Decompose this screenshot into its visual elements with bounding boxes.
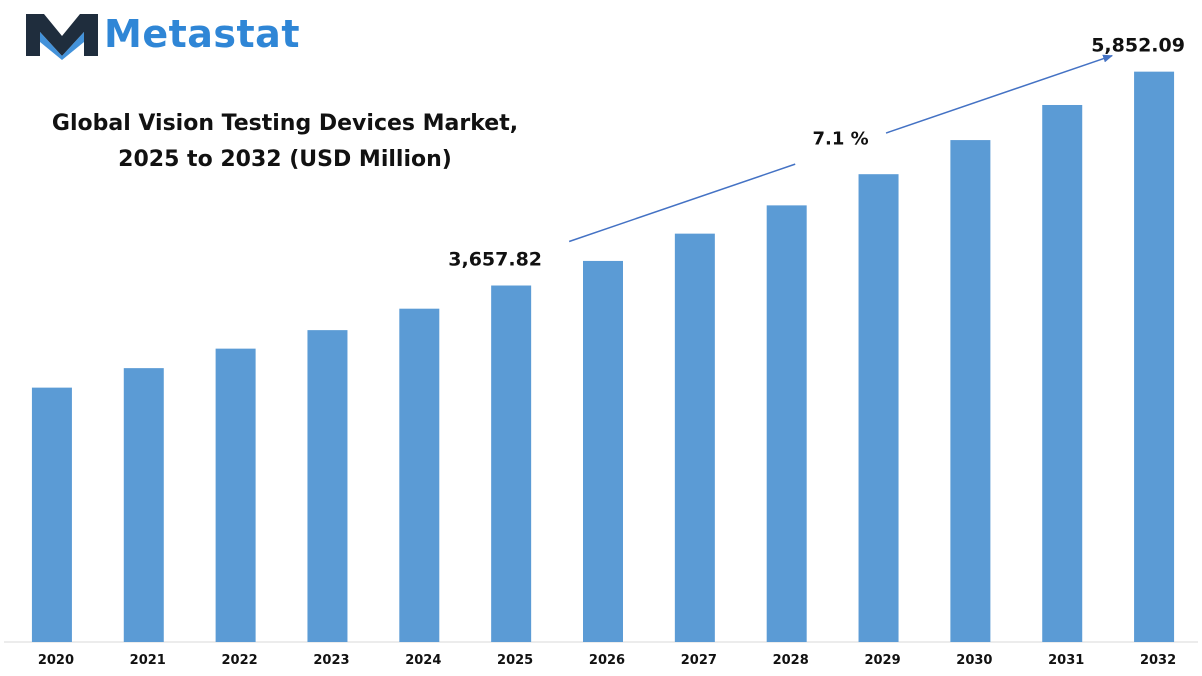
bar-2022 xyxy=(215,348,256,642)
x-tick-label-2027: 2027 xyxy=(681,653,717,668)
cagr-label: 7.1 % xyxy=(813,129,869,150)
x-tick-label-2023: 2023 xyxy=(313,653,349,668)
chart-title-line-1: Global Vision Testing Devices Market, xyxy=(51,111,519,136)
bar-2024 xyxy=(399,308,440,642)
bar-2021 xyxy=(123,368,164,642)
bar-2027 xyxy=(674,233,715,642)
x-tick-label-2028: 2028 xyxy=(773,653,809,668)
bar-2028 xyxy=(766,205,807,642)
x-tick-labels: 2020 2021 2022 2023 2024 2025 2026 2027 2028 2029… xyxy=(38,653,1176,668)
chart-title: Global Vision Testing Devices Market, 20… xyxy=(20,106,550,178)
data-label-2025: 3,657.82 xyxy=(448,249,542,271)
bar-2025 xyxy=(491,285,532,642)
bars-group xyxy=(31,71,1175,643)
bar-2020 xyxy=(31,387,72,642)
metastat-logo: Metastat xyxy=(22,6,300,62)
x-tick-label-2025: 2025 xyxy=(497,653,533,668)
data-label-2032: 5,852.09 xyxy=(1091,35,1185,57)
growth-arrow-segment-1 xyxy=(568,163,796,243)
bar-2032 xyxy=(1134,71,1175,643)
x-tick-label-2020: 2020 xyxy=(38,653,74,668)
brand-name: Metastat xyxy=(104,12,300,56)
x-tick-label-2026: 2026 xyxy=(589,653,625,668)
bar-2031 xyxy=(1042,104,1083,642)
bar-2026 xyxy=(583,260,623,642)
x-tick-label-2022: 2022 xyxy=(222,653,258,668)
metastat-logo-icon xyxy=(26,14,98,60)
chart-title-line-2: 2025 to 2032 (USD Million) xyxy=(118,147,452,172)
bar-2030 xyxy=(950,140,991,643)
growth-arrow-segment-2 xyxy=(885,54,1114,134)
growth-annotation: 7.1 % xyxy=(568,54,1114,243)
x-tick-label-2032: 2032 xyxy=(1140,653,1176,668)
bar-2023 xyxy=(307,330,348,642)
x-tick-label-2021: 2021 xyxy=(130,653,166,668)
x-tick-label-2024: 2024 xyxy=(405,653,441,668)
x-tick-label-2031: 2031 xyxy=(1048,653,1084,668)
x-tick-label-2030: 2030 xyxy=(956,653,992,668)
bar-2029 xyxy=(858,174,899,642)
data-labels: 3,657.82 5,852.09 xyxy=(448,35,1185,271)
x-tick-label-2029: 2029 xyxy=(864,653,900,668)
